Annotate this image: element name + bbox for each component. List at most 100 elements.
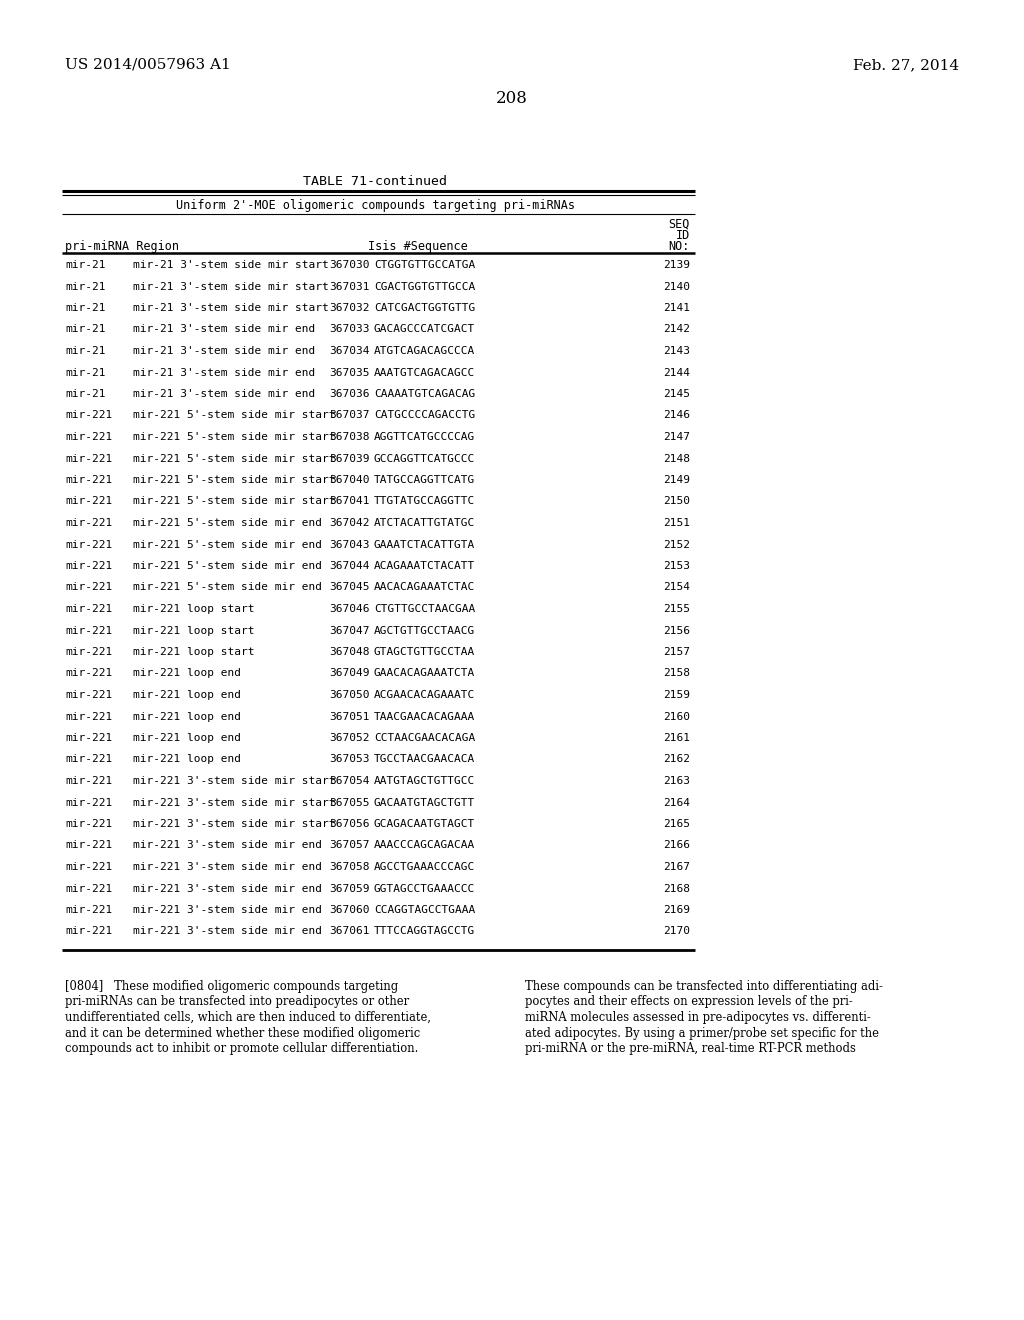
Text: 2163: 2163	[663, 776, 690, 785]
Text: pri-miRNAs can be transfected into preadipocytes or other: pri-miRNAs can be transfected into pread…	[65, 995, 410, 1008]
Text: 367056: 367056	[330, 818, 370, 829]
Text: ATCTACATTGTATGC: ATCTACATTGTATGC	[374, 517, 475, 528]
Text: pocytes and their effects on expression levels of the pri-: pocytes and their effects on expression …	[525, 995, 853, 1008]
Text: mir-221 5'-stem side mir start: mir-221 5'-stem side mir start	[133, 411, 336, 421]
Text: 2140: 2140	[663, 281, 690, 292]
Text: mir-221 3'-stem side mir end: mir-221 3'-stem side mir end	[133, 883, 322, 894]
Text: TTTCCAGGTAGCCTG: TTTCCAGGTAGCCTG	[374, 927, 475, 936]
Text: ated adipocytes. By using a primer/probe set specific for the: ated adipocytes. By using a primer/probe…	[525, 1027, 879, 1040]
Text: TABLE 71-continued: TABLE 71-continued	[303, 176, 447, 187]
Text: 367060: 367060	[330, 906, 370, 915]
Text: GGTAGCCTGAAACCC: GGTAGCCTGAAACCC	[374, 883, 475, 894]
Text: 2144: 2144	[663, 367, 690, 378]
Text: 367055: 367055	[330, 797, 370, 808]
Text: mir-221: mir-221	[65, 647, 113, 657]
Text: mir-221 3'-stem side mir start: mir-221 3'-stem side mir start	[133, 797, 336, 808]
Text: 367057: 367057	[330, 841, 370, 850]
Text: 367035: 367035	[330, 367, 370, 378]
Text: 2139: 2139	[663, 260, 690, 271]
Text: GACAATGTAGCTGTT: GACAATGTAGCTGTT	[374, 797, 475, 808]
Text: ACAGAAATCTACATT: ACAGAAATCTACATT	[374, 561, 475, 572]
Text: 367034: 367034	[330, 346, 370, 356]
Text: mir-21: mir-21	[65, 281, 105, 292]
Text: 2159: 2159	[663, 690, 690, 700]
Text: mir-21 3'-stem side mir start: mir-21 3'-stem side mir start	[133, 260, 329, 271]
Text: mir-21 3'-stem side mir start: mir-21 3'-stem side mir start	[133, 281, 329, 292]
Text: 367047: 367047	[330, 626, 370, 635]
Text: mir-21 3'-stem side mir end: mir-21 3'-stem side mir end	[133, 367, 315, 378]
Text: Feb. 27, 2014: Feb. 27, 2014	[853, 58, 959, 73]
Text: mir-221: mir-221	[65, 411, 113, 421]
Text: and it can be determined whether these modified oligomeric: and it can be determined whether these m…	[65, 1027, 420, 1040]
Text: 2143: 2143	[663, 346, 690, 356]
Text: NO:: NO:	[669, 240, 690, 253]
Text: CATGCCCCAGACCTG: CATGCCCCAGACCTG	[374, 411, 475, 421]
Text: 2154: 2154	[663, 582, 690, 593]
Text: CATCGACTGGTGTTG: CATCGACTGGTGTTG	[374, 304, 475, 313]
Text: [0804]   These modified oligomeric compounds targeting: [0804] These modified oligomeric compoun…	[65, 979, 398, 993]
Text: pri-miRNA Region: pri-miRNA Region	[65, 240, 179, 253]
Text: CGACTGGTGTTGCCA: CGACTGGTGTTGCCA	[374, 281, 475, 292]
Text: GTAGCTGTTGCCTAA: GTAGCTGTTGCCTAA	[374, 647, 475, 657]
Text: 367061: 367061	[330, 927, 370, 936]
Text: 2148: 2148	[663, 454, 690, 463]
Text: GACAGCCCATCGACT: GACAGCCCATCGACT	[374, 325, 475, 334]
Text: 2153: 2153	[663, 561, 690, 572]
Text: mir-21 3'-stem side mir start: mir-21 3'-stem side mir start	[133, 304, 329, 313]
Text: 367046: 367046	[330, 605, 370, 614]
Text: Isis #Sequence: Isis #Sequence	[368, 240, 468, 253]
Text: mir-221: mir-221	[65, 733, 113, 743]
Text: 367037: 367037	[330, 411, 370, 421]
Text: mir-221 3'-stem side mir end: mir-221 3'-stem side mir end	[133, 862, 322, 873]
Text: CTGTTGCCTAACGAA: CTGTTGCCTAACGAA	[374, 605, 475, 614]
Text: mir-221: mir-221	[65, 517, 113, 528]
Text: mir-221: mir-221	[65, 883, 113, 894]
Text: mir-221 5'-stem side mir start: mir-221 5'-stem side mir start	[133, 475, 336, 484]
Text: TTGTATGCCAGGTTC: TTGTATGCCAGGTTC	[374, 496, 475, 507]
Text: AGCTGTTGCCTAACG: AGCTGTTGCCTAACG	[374, 626, 475, 635]
Text: AACACAGAAATCTAC: AACACAGAAATCTAC	[374, 582, 475, 593]
Text: AATGTAGCTGTTGCC: AATGTAGCTGTTGCC	[374, 776, 475, 785]
Text: pri-miRNA or the pre-miRNA, real-time RT-PCR methods: pri-miRNA or the pre-miRNA, real-time RT…	[525, 1041, 856, 1055]
Text: 2169: 2169	[663, 906, 690, 915]
Text: mir-221 loop end: mir-221 loop end	[133, 690, 241, 700]
Text: CCAGGTAGCCTGAAA: CCAGGTAGCCTGAAA	[374, 906, 475, 915]
Text: ATGTCAGACAGCCCA: ATGTCAGACAGCCCA	[374, 346, 475, 356]
Text: mir-221: mir-221	[65, 668, 113, 678]
Text: mir-21: mir-21	[65, 367, 105, 378]
Text: 2162: 2162	[663, 755, 690, 764]
Text: mir-221: mir-221	[65, 818, 113, 829]
Text: 367053: 367053	[330, 755, 370, 764]
Text: 367049: 367049	[330, 668, 370, 678]
Text: GCAGACAATGTAGCT: GCAGACAATGTAGCT	[374, 818, 475, 829]
Text: 2161: 2161	[663, 733, 690, 743]
Text: 2152: 2152	[663, 540, 690, 549]
Text: mir-221 5'-stem side mir start: mir-221 5'-stem side mir start	[133, 454, 336, 463]
Text: AGCCTGAAACCCAGC: AGCCTGAAACCCAGC	[374, 862, 475, 873]
Text: AGGTTCATGCCCCAG: AGGTTCATGCCCCAG	[374, 432, 475, 442]
Text: mir-221: mir-221	[65, 582, 113, 593]
Text: CAAAATGTCAGACAG: CAAAATGTCAGACAG	[374, 389, 475, 399]
Text: GCCAGGTTCATGCCC: GCCAGGTTCATGCCC	[374, 454, 475, 463]
Text: 2167: 2167	[663, 862, 690, 873]
Text: 2145: 2145	[663, 389, 690, 399]
Text: ACGAACACAGAAATC: ACGAACACAGAAATC	[374, 690, 475, 700]
Text: mir-221: mir-221	[65, 496, 113, 507]
Text: 367052: 367052	[330, 733, 370, 743]
Text: mir-221 loop end: mir-221 loop end	[133, 668, 241, 678]
Text: mir-221 loop start: mir-221 loop start	[133, 626, 255, 635]
Text: mir-221: mir-221	[65, 605, 113, 614]
Text: mir-221: mir-221	[65, 454, 113, 463]
Text: CTGGTGTTGCCATGA: CTGGTGTTGCCATGA	[374, 260, 475, 271]
Text: TGCCTAACGAACACA: TGCCTAACGAACACA	[374, 755, 475, 764]
Text: mir-221 5'-stem side mir start: mir-221 5'-stem side mir start	[133, 432, 336, 442]
Text: CCTAACGAACACAGA: CCTAACGAACACAGA	[374, 733, 475, 743]
Text: 2170: 2170	[663, 927, 690, 936]
Text: 367059: 367059	[330, 883, 370, 894]
Text: 367032: 367032	[330, 304, 370, 313]
Text: mir-21: mir-21	[65, 346, 105, 356]
Text: mir-221: mir-221	[65, 862, 113, 873]
Text: 367030: 367030	[330, 260, 370, 271]
Text: mir-221 3'-stem side mir start: mir-221 3'-stem side mir start	[133, 776, 336, 785]
Text: 367058: 367058	[330, 862, 370, 873]
